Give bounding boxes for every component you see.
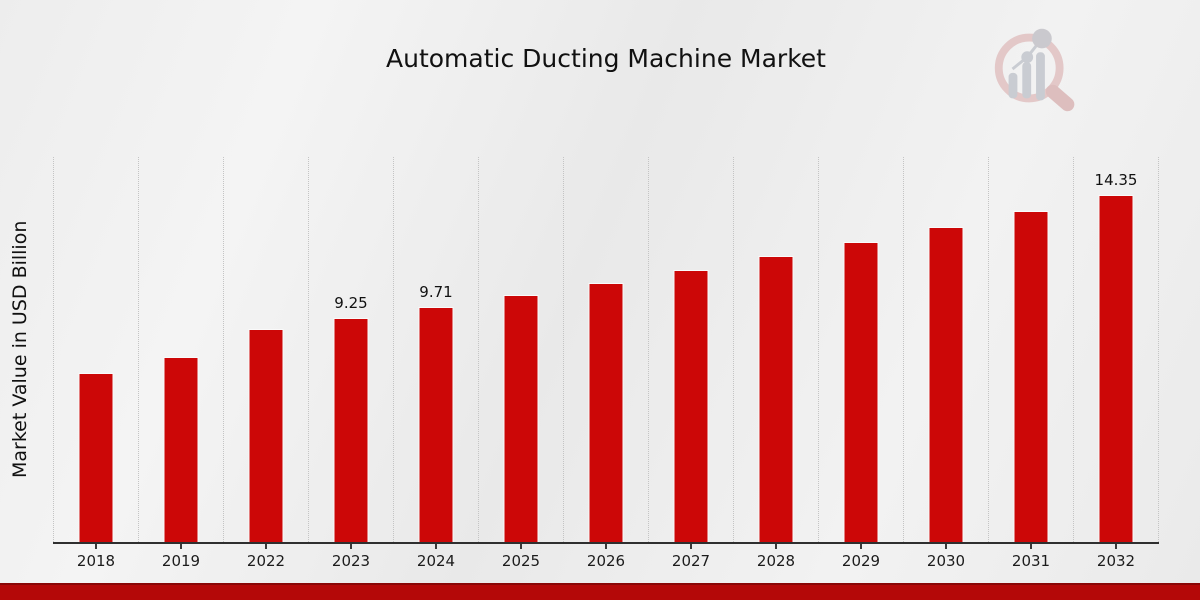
logo-bar-small: [1008, 72, 1018, 99]
magnifier-handle: [1045, 84, 1075, 112]
logo-bar-tall: [1036, 52, 1045, 101]
x-tick-mark: [265, 544, 267, 549]
x-tick-label: 2030: [926, 552, 966, 570]
bar: [843, 242, 879, 542]
x-tick-mark: [860, 544, 862, 549]
trend-dot-large: [1032, 28, 1052, 49]
category-column: 2018: [53, 157, 138, 570]
x-tick-mark: [435, 544, 437, 549]
category-column: 2022: [223, 157, 308, 570]
category-column: 2019: [138, 157, 223, 570]
bar: [758, 256, 794, 542]
bar: [588, 283, 624, 542]
x-tick-label: 2026: [586, 552, 626, 570]
bar: [333, 318, 369, 542]
category-column: 9.25 2023: [308, 157, 393, 570]
x-tick-mark: [180, 544, 182, 549]
category-column: 14.35 2032: [1073, 157, 1159, 570]
chart-title: Automatic Ducting Machine Market: [386, 44, 826, 73]
category-column: 2026: [563, 157, 648, 570]
x-tick-label: 2027: [671, 552, 711, 570]
bar: [503, 295, 539, 542]
logo-bar-medium: [1022, 62, 1032, 99]
bar: [163, 357, 199, 542]
x-tick-mark: [95, 544, 97, 549]
x-tick-mark: [520, 544, 522, 549]
bar: [248, 329, 284, 542]
magnifier-bar-chart-logo-icon: [994, 28, 1075, 112]
x-tick-mark: [1030, 544, 1032, 549]
category-column: 2031: [988, 157, 1073, 570]
x-tick-mark: [690, 544, 692, 549]
x-tick-label: 2024: [416, 552, 456, 570]
bar: [1098, 195, 1134, 542]
category-column: 2030: [903, 157, 988, 570]
category-column: 2029: [818, 157, 903, 570]
category-column: 2028: [733, 157, 818, 570]
x-tick-mark: [605, 544, 607, 549]
footer-stripe: [0, 583, 1200, 600]
x-tick-label: 2018: [76, 552, 116, 570]
plot-area: 2018 2019 2022 9.25 2023 9.71 2024 2025 2026 2027…: [53, 157, 1159, 570]
bar: [928, 227, 964, 542]
x-tick-label: 2029: [841, 552, 881, 570]
bar-value-label: 14.35: [1094, 171, 1138, 189]
bar-value-label: 9.25: [334, 294, 368, 312]
x-tick-mark: [350, 544, 352, 549]
x-tick-label: 2031: [1011, 552, 1051, 570]
bar: [78, 373, 114, 542]
x-tick-label: 2025: [501, 552, 541, 570]
x-tick-label: 2023: [331, 552, 371, 570]
y-axis-label: Market Value in USD Billion: [9, 220, 31, 479]
bar: [418, 307, 454, 542]
trend-dot-small: [1021, 51, 1034, 64]
category-column: 9.71 2024: [393, 157, 478, 570]
bar-value-label: 9.71: [419, 283, 453, 301]
bar: [1013, 211, 1049, 542]
x-tick-label: 2019: [161, 552, 201, 570]
x-tick-label: 2032: [1096, 552, 1136, 570]
x-tick-mark: [1115, 544, 1117, 549]
magnifier-ring: [994, 33, 1064, 103]
x-tick-label: 2022: [246, 552, 286, 570]
category-column: 2027: [648, 157, 733, 570]
x-tick-mark: [775, 544, 777, 549]
x-tick-label: 2028: [756, 552, 796, 570]
category-column: 2025: [478, 157, 563, 570]
bar: [673, 270, 709, 542]
x-tick-mark: [945, 544, 947, 549]
